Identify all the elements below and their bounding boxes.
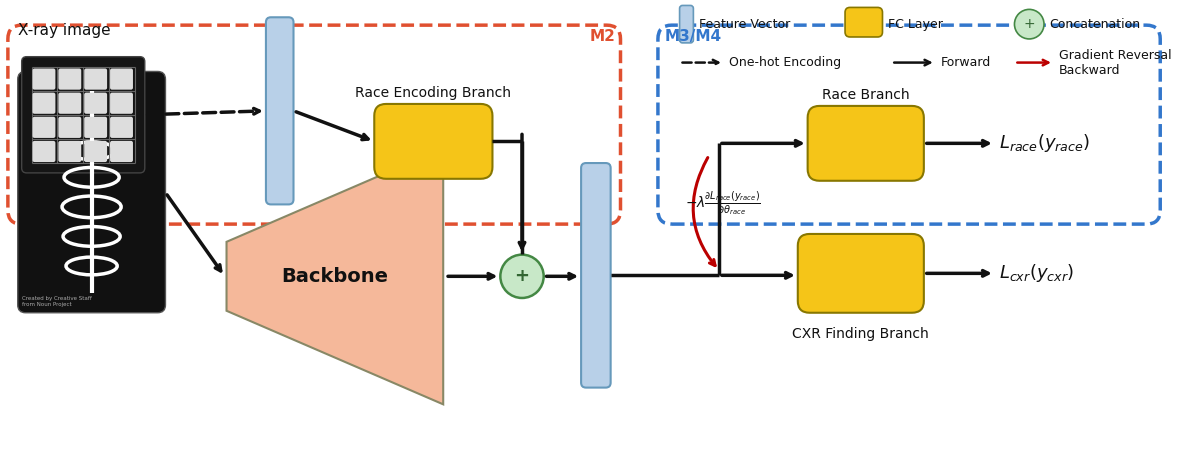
Text: X-ray image: X-ray image — [18, 23, 110, 38]
FancyBboxPatch shape — [59, 117, 81, 138]
Text: Race Branch: Race Branch — [821, 88, 910, 102]
Text: M3/M4: M3/M4 — [665, 29, 722, 44]
Text: FC Layer: FC Layer — [888, 18, 943, 30]
Text: Forward: Forward — [941, 56, 991, 69]
FancyBboxPatch shape — [18, 72, 166, 313]
Polygon shape — [227, 148, 443, 404]
Text: Race
Information: Race Information — [18, 212, 103, 245]
Text: M2: M2 — [590, 29, 616, 44]
Text: Race Encoding Branch: Race Encoding Branch — [356, 86, 511, 100]
Text: $L_{race}(y_{race})$: $L_{race}(y_{race})$ — [998, 132, 1090, 154]
Text: Backbone: Backbone — [282, 267, 388, 286]
FancyBboxPatch shape — [581, 163, 610, 388]
FancyBboxPatch shape — [59, 68, 81, 90]
FancyBboxPatch shape — [32, 117, 55, 138]
FancyBboxPatch shape — [110, 68, 133, 90]
FancyBboxPatch shape — [110, 92, 133, 114]
FancyBboxPatch shape — [807, 106, 924, 181]
Text: $L_{cxr}(y_{cxr})$: $L_{cxr}(y_{cxr})$ — [998, 262, 1073, 284]
FancyBboxPatch shape — [679, 6, 694, 43]
Text: +: + — [1023, 17, 1035, 31]
Circle shape — [1015, 9, 1044, 39]
FancyBboxPatch shape — [85, 68, 107, 90]
FancyBboxPatch shape — [85, 92, 107, 114]
Text: Feature Vector: Feature Vector — [700, 18, 790, 30]
FancyBboxPatch shape — [32, 92, 55, 114]
Circle shape — [500, 255, 543, 298]
FancyBboxPatch shape — [32, 141, 55, 162]
Text: Created by Creative Staff
from Noun Project: Created by Creative Staff from Noun Proj… — [21, 296, 92, 307]
Text: CXR Finding Branch: CXR Finding Branch — [793, 327, 929, 340]
FancyBboxPatch shape — [85, 117, 107, 138]
FancyBboxPatch shape — [110, 117, 133, 138]
Text: Gradient Reversal
Backward: Gradient Reversal Backward — [1059, 49, 1171, 77]
FancyBboxPatch shape — [32, 68, 55, 90]
Text: Concatenation: Concatenation — [1050, 18, 1140, 30]
FancyBboxPatch shape — [85, 141, 107, 162]
Text: $-\lambda\frac{\partial L_{race}(y_{race})}{\partial\theta_{race}}$: $-\lambda\frac{\partial L_{race}(y_{race… — [684, 190, 761, 219]
Text: +: + — [515, 267, 529, 286]
FancyBboxPatch shape — [798, 234, 924, 313]
FancyBboxPatch shape — [266, 17, 294, 204]
FancyBboxPatch shape — [59, 92, 81, 114]
FancyBboxPatch shape — [110, 141, 133, 162]
Text: One-hot Encoding: One-hot Encoding — [728, 56, 841, 69]
FancyBboxPatch shape — [845, 7, 882, 37]
FancyBboxPatch shape — [21, 57, 144, 173]
FancyBboxPatch shape — [59, 141, 81, 162]
FancyBboxPatch shape — [374, 104, 492, 179]
